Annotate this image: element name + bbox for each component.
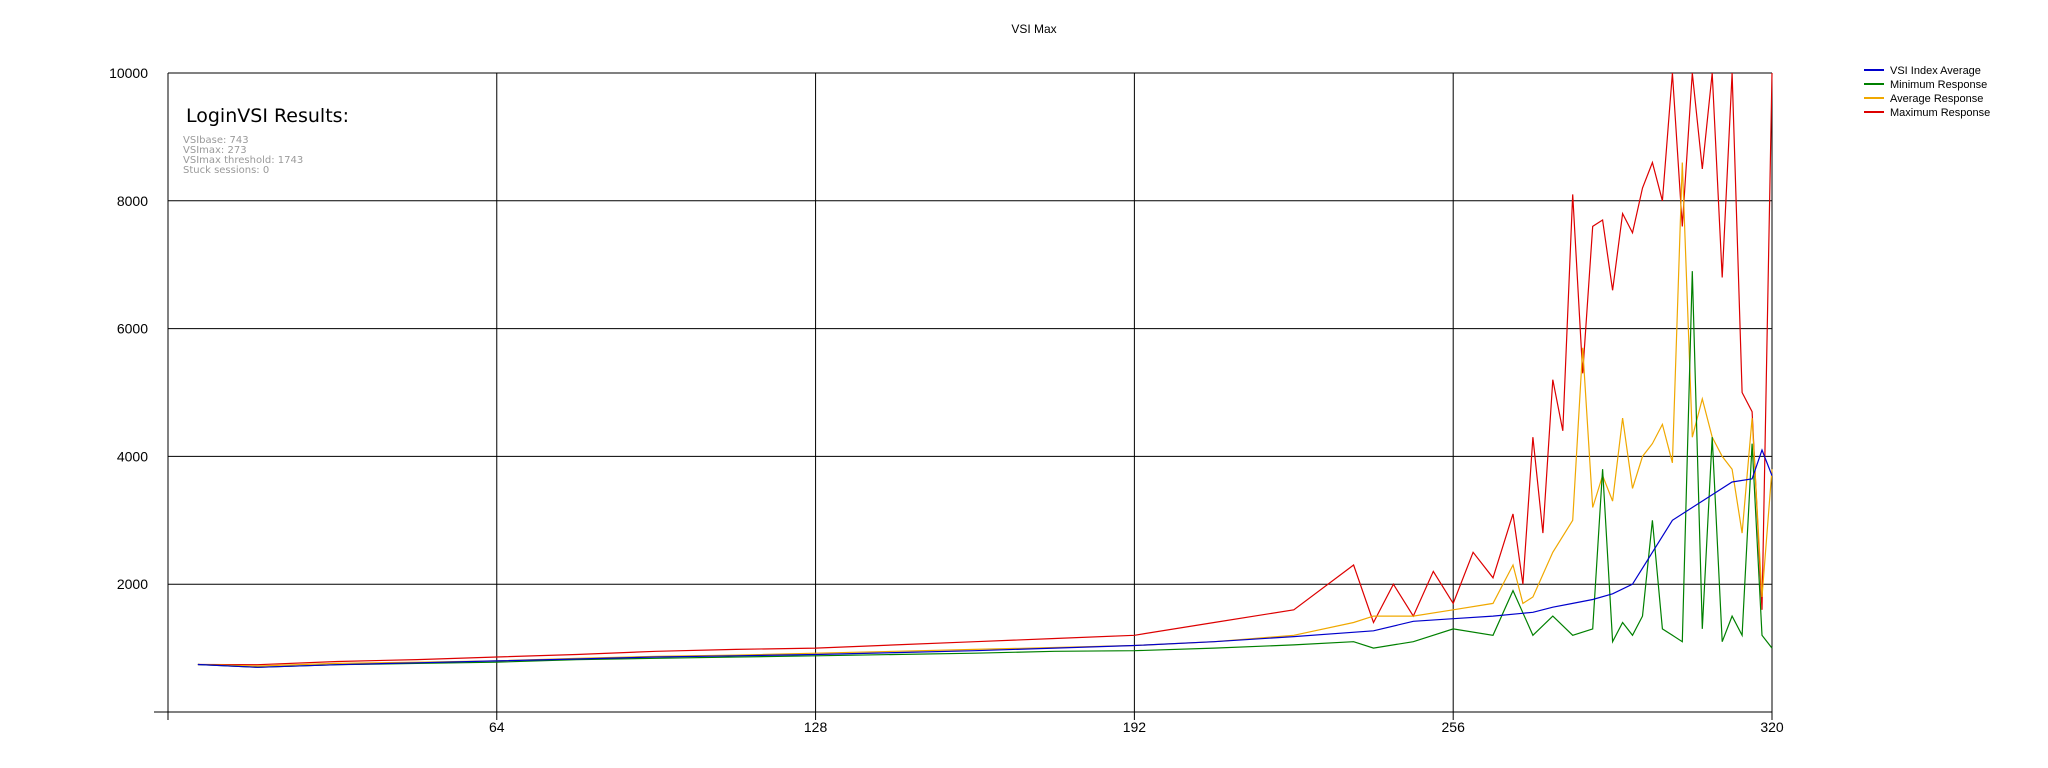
- y-tick-label-4000: 4000: [117, 448, 148, 464]
- series-line-vsi-index-average: [197, 448, 1773, 668]
- legend-label-maximum-response: Maximum Response: [1890, 107, 1990, 119]
- y-tick-labels: 2000 4000 6000 8000 10000: [109, 65, 148, 592]
- axes: [154, 73, 1773, 720]
- y-tick-label-6000: 6000: [117, 321, 148, 337]
- results-vsimax: VSImax: 273: [183, 145, 247, 156]
- legend-label-vsi-index-average: VSI Index Average: [1890, 65, 1981, 77]
- x-tick-label-128: 128: [804, 719, 828, 735]
- series-line-average-response: [197, 162, 1773, 667]
- series-lines: [197, 72, 1773, 668]
- x-tick-labels: 64 128 192 256 320: [489, 719, 1784, 735]
- legend: VSI Index Average Minimum Response Average…: [1864, 65, 1990, 119]
- legend-label-average-response: Average Response: [1890, 93, 1983, 105]
- y-tick-label-10000: 10000: [109, 65, 148, 81]
- results-heading: LoginVSI Results:: [186, 105, 349, 127]
- y-tick-label-2000: 2000: [117, 576, 148, 592]
- x-tick-label-320: 320: [1760, 719, 1784, 735]
- results-annotation: LoginVSI Results: VSIbase: 743 VSImax: 2…: [183, 105, 349, 176]
- y-tick-label-8000: 8000: [117, 193, 148, 209]
- gridlines: [168, 72, 1773, 712]
- results-vsimax-threshold: VSImax threshold: 1743: [183, 155, 303, 166]
- results-stuck-sessions: Stuck sessions: 0: [183, 165, 269, 176]
- x-tick-label-192: 192: [1123, 719, 1147, 735]
- series-line-minimum-response: [197, 271, 1773, 668]
- legend-label-minimum-response: Minimum Response: [1890, 79, 1987, 91]
- x-tick-label-64: 64: [489, 719, 505, 735]
- results-vsibase: VSIbase: 743: [183, 135, 249, 146]
- x-tick-label-256: 256: [1442, 719, 1466, 735]
- series-line-maximum-response: [197, 72, 1773, 666]
- chart-title: VSI Max: [1011, 22, 1056, 36]
